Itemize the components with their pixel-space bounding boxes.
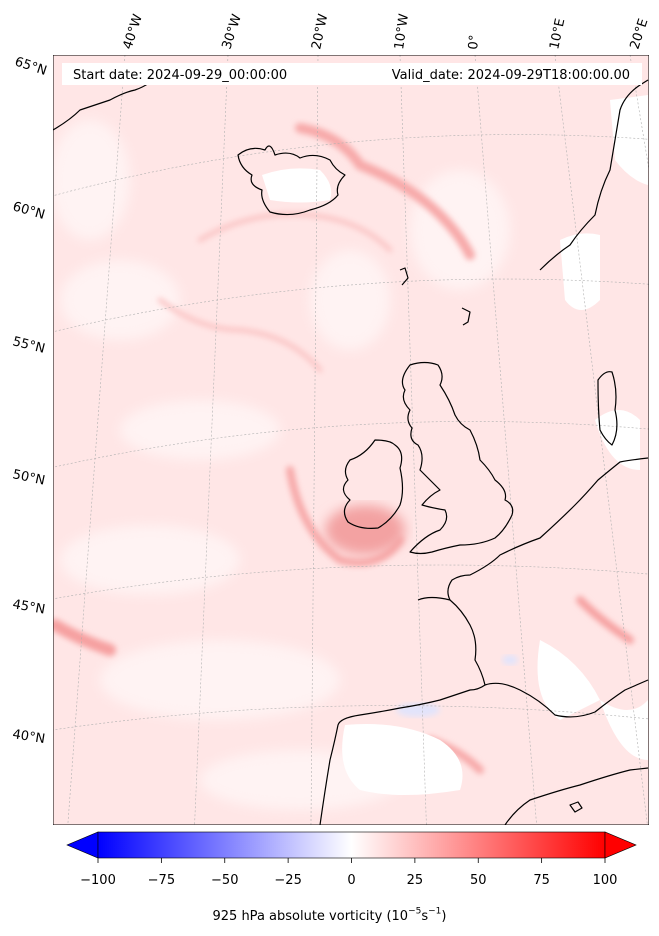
header-band <box>62 63 642 85</box>
colorbar: −100 −75 −50 −25 0 25 50 75 100 <box>66 831 637 888</box>
denmark-coast <box>597 371 618 446</box>
colorbar-tick-label: 50 <box>470 873 487 888</box>
near-zero-regions <box>262 95 648 795</box>
lon-label-0: 0° <box>466 34 482 50</box>
lon-label-10e: 10°E <box>547 17 568 51</box>
colorbar-tick-label: 75 <box>533 873 550 888</box>
meridian-10e <box>554 55 648 825</box>
longitude-labels: 40°W 30°W 20°W 10°W 0° 10°E 20°E <box>121 12 652 51</box>
parallel-40n <box>53 705 649 731</box>
greenland-coast <box>53 69 166 131</box>
start-date-label: Start date: 2024-09-29_00:00:00 <box>73 68 287 83</box>
low-pressure-centre <box>325 505 405 555</box>
lat-label-60n: 60°N <box>11 199 47 222</box>
lat-label-40n: 40°N <box>11 727 46 747</box>
lon-label-40w: 40°W <box>121 12 146 51</box>
meridian-30w <box>194 55 229 825</box>
meridian-20w <box>310 55 319 825</box>
lon-label-30w: 30°W <box>220 12 245 51</box>
lat-label-65n: 65°N <box>13 55 49 79</box>
parallel-50n <box>53 421 649 468</box>
colorbar-ticks: −100 −75 −50 −25 0 25 50 75 100 <box>80 858 617 888</box>
parallel-60n <box>53 134 649 197</box>
coastlines <box>53 69 649 825</box>
iberia-coast <box>319 596 486 825</box>
latitude-labels: 65°N 60°N 55°N 50°N 45°N 40°N <box>11 55 49 748</box>
colorbar-body <box>97 831 606 859</box>
colorbar-tick-label: 25 <box>407 873 424 888</box>
great-britain-coast <box>401 361 514 555</box>
valid-date-label: Valid_date: 2024-09-29T18:00:00.00 <box>392 68 630 83</box>
colorbar-tick-label: 0 <box>347 873 355 888</box>
ireland-coast <box>342 439 404 529</box>
norway-coast <box>539 79 649 271</box>
shetland-islands <box>461 307 471 326</box>
vorticity-low-patches <box>53 120 510 810</box>
continental-europe-coast <box>447 457 649 601</box>
iceland-coast <box>237 145 346 216</box>
mediterranean-coast <box>484 679 649 718</box>
lat-label-50n: 50°N <box>11 467 46 488</box>
sardinia-corsica <box>569 801 583 813</box>
negative-vorticity-patch-2 <box>502 655 518 665</box>
colorbar-tick-label: −25 <box>274 873 301 888</box>
colorbar-tick-label: −100 <box>80 873 116 888</box>
colorbar-tick-label: −75 <box>148 873 175 888</box>
faroe-islands <box>399 267 409 286</box>
lon-label-20w: 20°W <box>309 12 331 50</box>
lon-label-20e: 20°E <box>628 17 652 51</box>
colorbar-extend-max <box>604 831 637 859</box>
lon-label-10w: 10°W <box>392 13 412 51</box>
colorbar-label: 925 hPa absolute vorticity (10−5s−1) <box>212 906 447 924</box>
colorbar-tick-label: −50 <box>211 873 238 888</box>
parallel-45n <box>53 564 649 600</box>
colorbar-tick-label: 100 <box>593 873 618 888</box>
lat-label-45n: 45°N <box>11 597 46 617</box>
lat-label-55n: 55°N <box>11 334 46 356</box>
map-panel <box>53 55 649 825</box>
meridian-10w <box>399 55 427 825</box>
north-africa-coast <box>504 767 649 825</box>
colorbar-extend-min <box>66 831 99 859</box>
graticule <box>53 55 649 825</box>
